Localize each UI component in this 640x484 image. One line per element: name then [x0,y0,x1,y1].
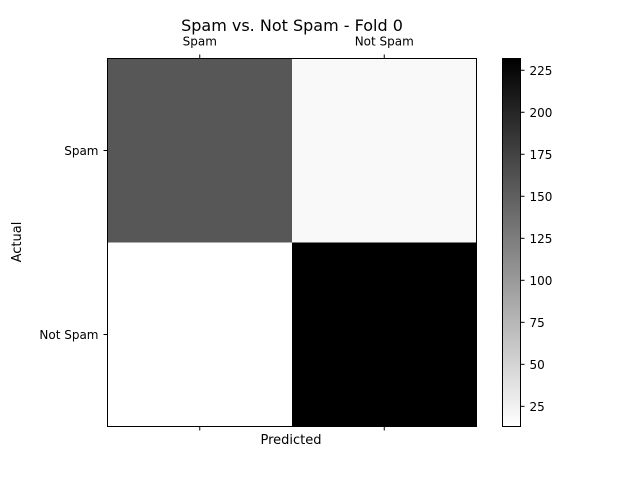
colorbar-tick-label: 25 [530,400,545,414]
x-axis: Spam Not Spam [183,35,414,431]
y-axis-label: Actual [10,222,25,263]
heatmap-cell [292,58,477,243]
colorbar-tick-label: 75 [530,316,545,330]
x-axis-label: Predicted [260,433,321,448]
chart-title: Spam vs. Not Spam - Fold 0 [181,16,403,35]
colorbar-tick-label: 150 [530,190,553,204]
colorbar-tick-label: 200 [530,106,553,120]
x-tick-label: Not Spam [355,35,414,49]
colorbar-tick-label: 125 [530,232,553,246]
colorbar-tick-label: 225 [530,64,553,78]
colorbar-tick-label: 100 [530,274,553,288]
colorbar-tick-label: 175 [530,148,553,162]
heatmap-cells [107,58,477,427]
plot-frame [107,58,477,427]
heatmap-cell [107,242,292,427]
heatmap-cell [107,58,292,243]
y-tick-label: Not Spam [39,328,98,342]
colorbar-axis: 25 50 75 100 125 150 175 200 225 [520,64,553,414]
heatmap-cell [292,242,477,427]
colorbar-tick-label: 50 [530,358,545,372]
colorbar [502,58,521,427]
y-tick-label: Spam [64,144,98,158]
x-tick-label: Spam [183,35,217,49]
y-axis: Spam Not Spam [39,144,108,342]
